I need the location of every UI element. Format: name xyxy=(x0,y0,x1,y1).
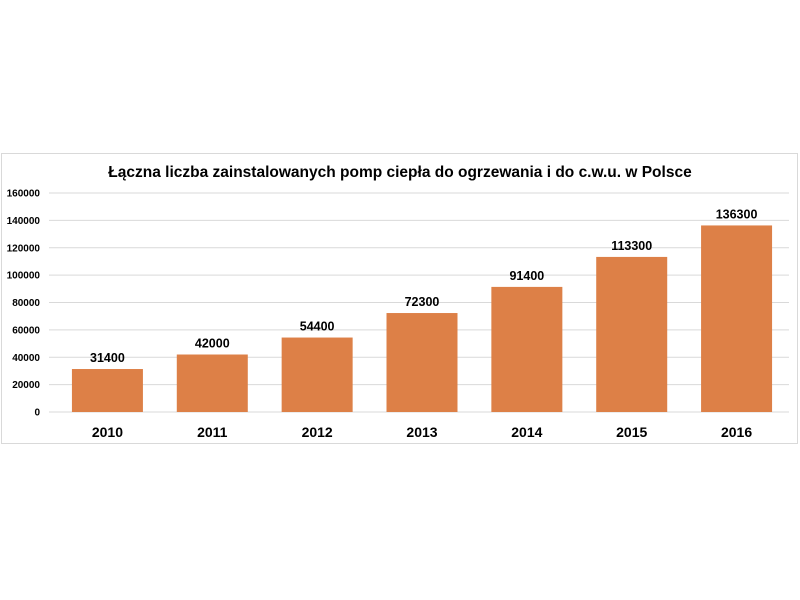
y-tick-label: 100000 xyxy=(7,271,41,282)
category-label-2014: 2014 xyxy=(511,424,542,440)
y-tick-label: 140000 xyxy=(7,216,41,227)
y-axis-tick-labels: 0 20000 40000 60000 80000 100000 120000 140000 1… xyxy=(7,189,41,419)
category-label-2010: 2010 xyxy=(92,424,123,440)
bar-2014 xyxy=(491,286,563,412)
category-label-2016: 2016 xyxy=(721,424,752,440)
bar-2012 xyxy=(281,337,353,412)
data-labels: 31400 42000 54400 72300 91400 113300 136300 xyxy=(90,207,757,365)
data-label-2011: 42000 xyxy=(195,337,230,351)
bar-2013 xyxy=(386,313,458,412)
category-label-2011: 2011 xyxy=(197,424,228,440)
bar-chart: Łączna liczba zainstalowanych pomp ciepł… xyxy=(7,164,789,440)
y-tick-label: 20000 xyxy=(12,380,40,391)
category-label-2013: 2013 xyxy=(406,424,437,440)
data-label-2014: 91400 xyxy=(509,269,544,283)
bar-2011 xyxy=(176,354,248,412)
bar-2010 xyxy=(71,369,143,412)
data-label-2012: 54400 xyxy=(300,320,335,334)
category-label-2012: 2012 xyxy=(302,424,333,440)
data-label-2010: 31400 xyxy=(90,351,125,365)
bars xyxy=(71,225,773,412)
data-label-2016: 136300 xyxy=(716,207,758,221)
y-tick-label: 40000 xyxy=(12,353,40,364)
x-axis-category-labels: 2010 2011 2012 2013 2014 2015 2016 xyxy=(92,424,753,440)
data-label-2015: 113300 xyxy=(611,239,652,253)
chart-title: Łączna liczba zainstalowanych pomp ciepł… xyxy=(108,164,692,181)
chart-frame: Łączna liczba zainstalowanych pomp ciepł… xyxy=(1,153,798,444)
y-tick-label: 0 xyxy=(34,408,40,419)
y-tick-label: 80000 xyxy=(12,298,40,309)
y-tick-label: 160000 xyxy=(7,189,41,200)
data-label-2013: 72300 xyxy=(405,295,440,309)
gridlines xyxy=(49,192,789,413)
y-tick-label: 60000 xyxy=(12,325,40,336)
category-label-2015: 2015 xyxy=(616,424,647,440)
bar-2016 xyxy=(701,225,773,412)
bar-2015 xyxy=(596,256,668,412)
y-tick-label: 120000 xyxy=(7,243,41,254)
